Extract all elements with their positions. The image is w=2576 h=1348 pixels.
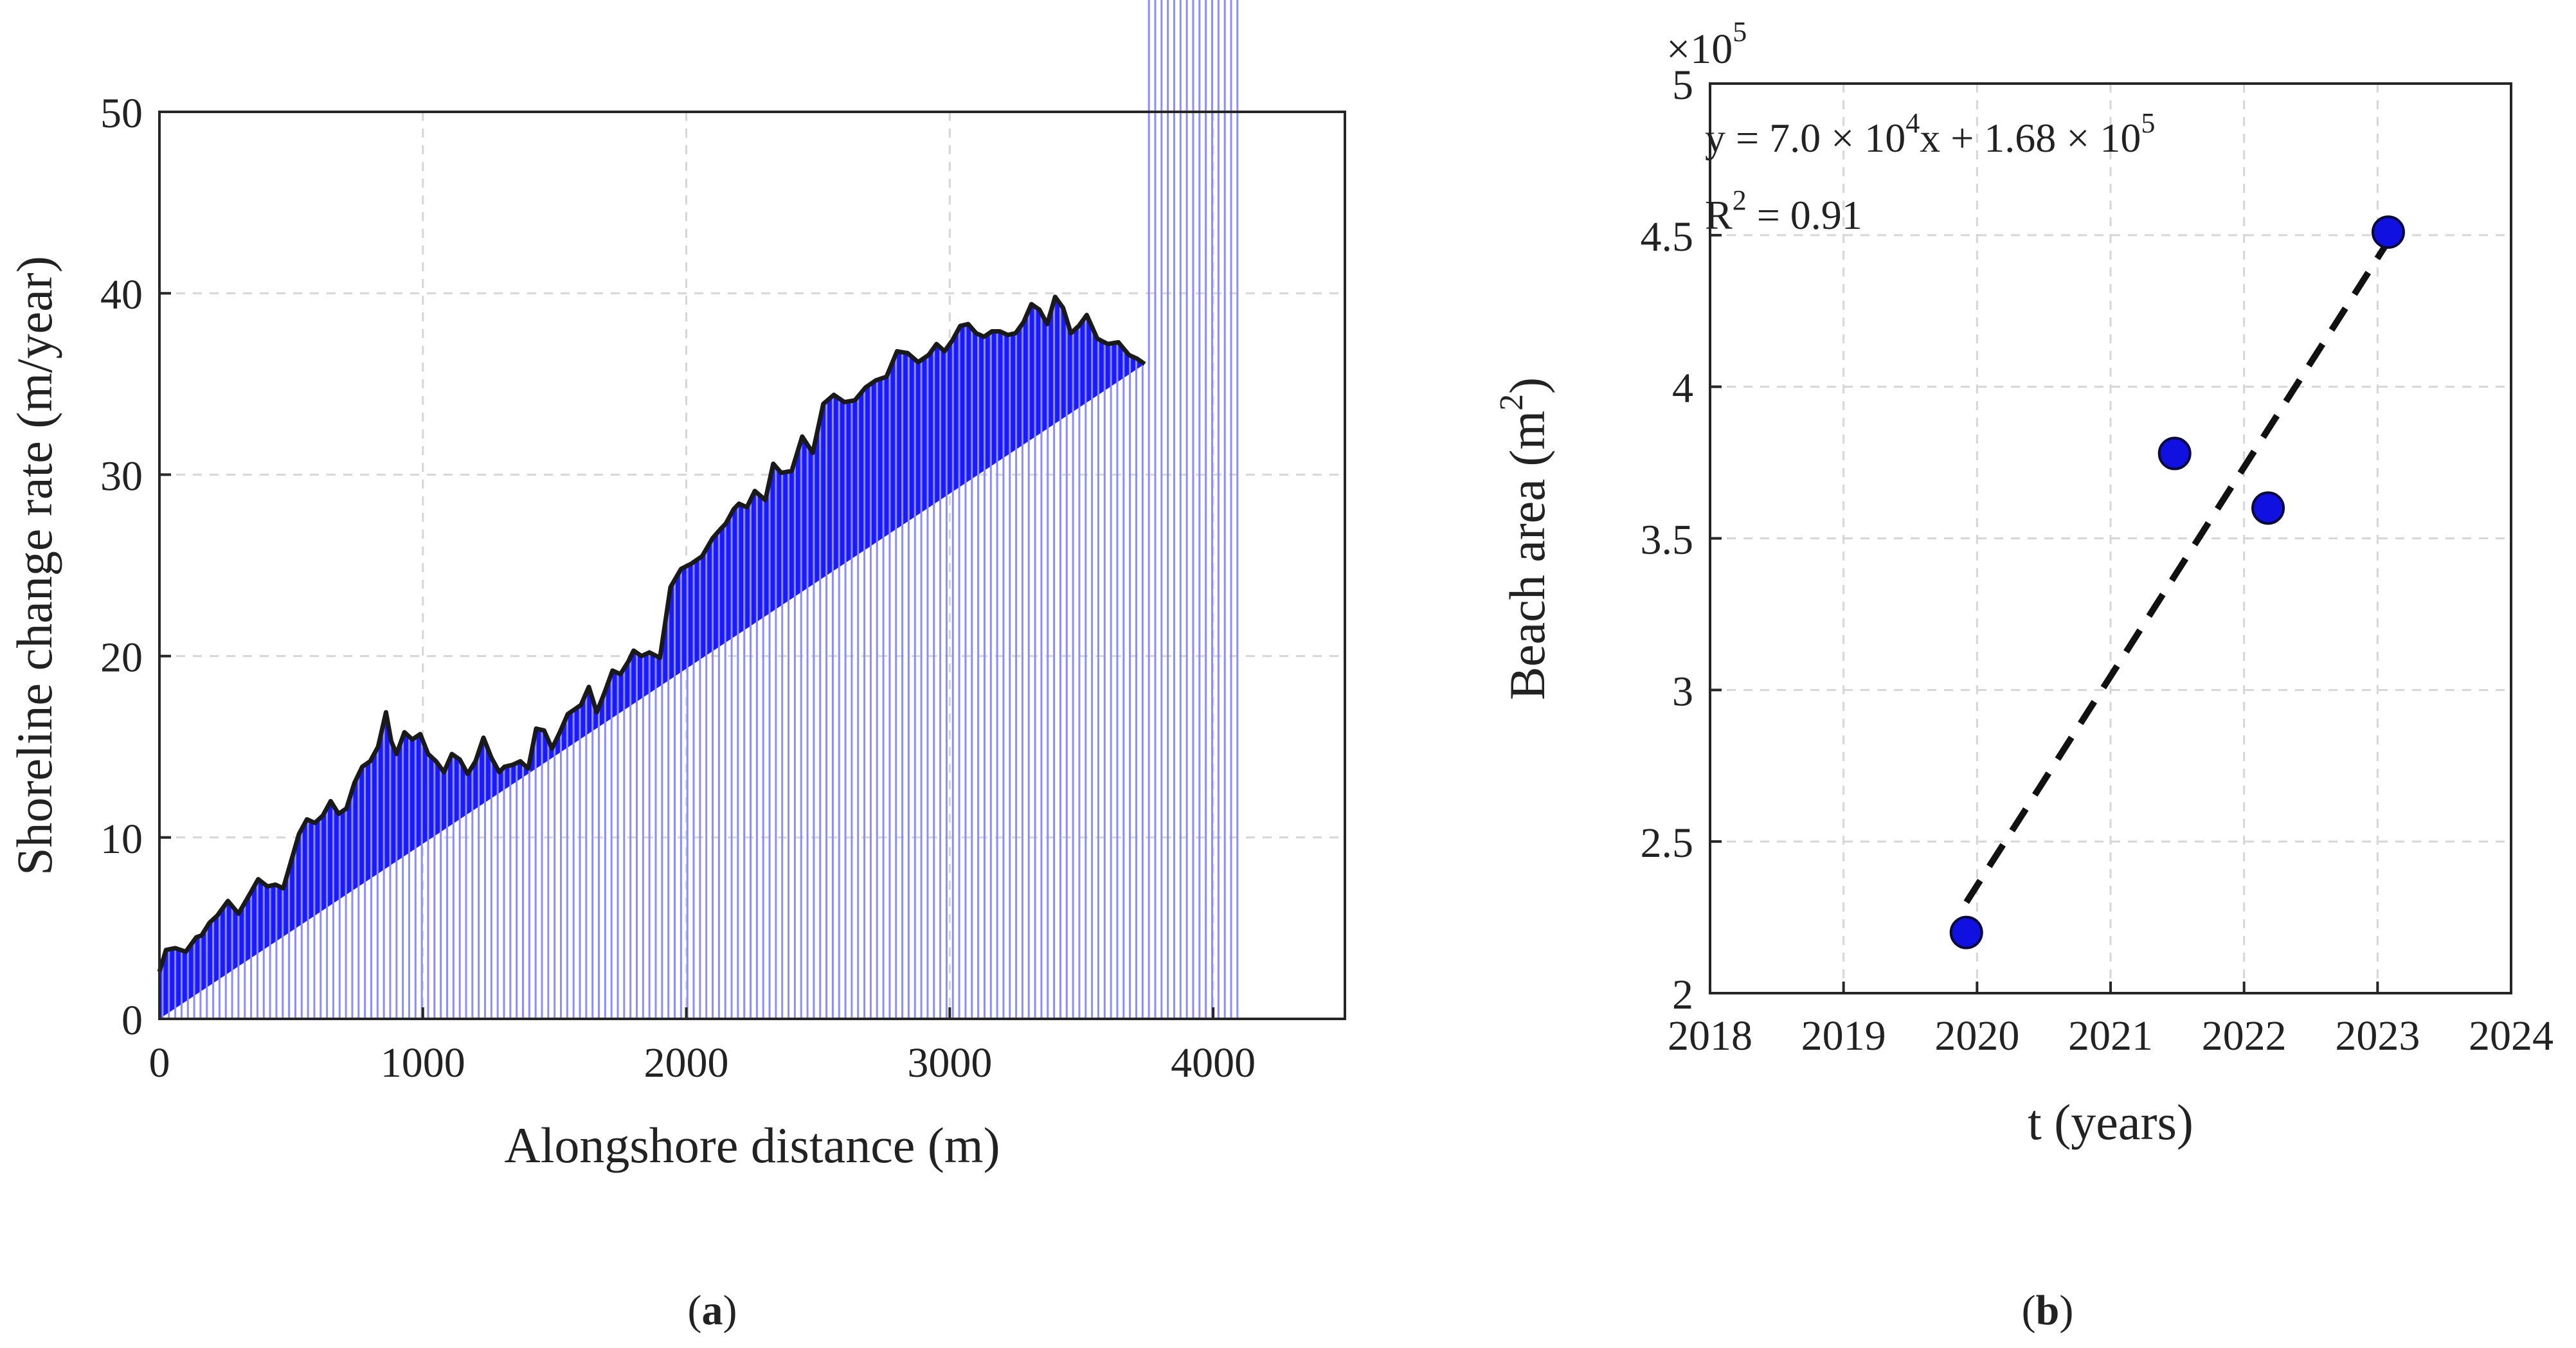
panel-b-ytick-label: 4 xyxy=(1672,365,1693,412)
panel-a-ylabel: Shoreline change rate (m/year) xyxy=(6,256,62,876)
panel-b-xtick-label: 2018 xyxy=(1668,1012,1752,1059)
panel-b-equation: y = 7.0 × 104x + 1.68 × 105 xyxy=(1705,107,2155,161)
panel-a-area-fill xyxy=(159,296,1145,1019)
panel-b-point xyxy=(2371,215,2405,249)
panel-a-ytick-label: 0 xyxy=(122,997,143,1044)
panel-b: 2018 2019 2020 2021 2022 2023 2024 2 2.5 3 3.5 4 4.5… xyxy=(1493,16,2553,1334)
panel-b-ylabel-sup: 2 xyxy=(1493,394,1530,411)
panel-b-xtick-label: 2024 xyxy=(2469,1012,2553,1059)
panel-b-point xyxy=(1949,915,1983,949)
panel-b-equation-part2: x + 1.68 × 10 xyxy=(1920,115,2141,161)
panel-a: 0 1000 2000 3000 4000 0 10 20 30 40 50 Alongshore … xyxy=(6,0,1346,1334)
panel-a-xtick-label: 1000 xyxy=(381,1039,465,1086)
panel-b-points xyxy=(1949,215,2405,949)
panel-b-caption-letter: b xyxy=(2036,1287,2060,1334)
panel-b-r2-sup: 2 xyxy=(1733,184,1747,216)
panel-a-area xyxy=(157,0,1239,1019)
panel-b-fit-line xyxy=(1963,239,2391,904)
panel-a-xtick-label: 3000 xyxy=(907,1039,992,1086)
panel-b-xtick-label: 2019 xyxy=(1801,1012,1886,1059)
panel-b-xlabel: t (years) xyxy=(2028,1094,2193,1150)
panel-b-exponent-prefix: ×10 xyxy=(1666,26,1733,73)
panel-b-equation-part1: y = 7.0 × 10 xyxy=(1705,115,1905,161)
panel-b-equation-sup2: 5 xyxy=(2141,107,2155,139)
panel-b-xtick-label: 2020 xyxy=(1934,1012,2019,1059)
panel-b-ytick-label: 3 xyxy=(1672,668,1693,715)
panel-b-xtick-label: 2021 xyxy=(2068,1012,2153,1059)
panel-b-xtick-label: 2023 xyxy=(2335,1012,2420,1059)
panel-a-xtick-label: 4000 xyxy=(1171,1039,1256,1086)
panel-a-ytick-label: 30 xyxy=(100,453,143,499)
panel-b-ytick-label: 3.5 xyxy=(1641,517,1694,564)
panel-b-r2-main: R xyxy=(1705,192,1733,238)
panel-a-caption-letter: a xyxy=(702,1287,723,1334)
panel-b-ylabel: Beach area (m2) xyxy=(1493,377,1555,700)
panel-a-outline xyxy=(157,294,1146,973)
panel-b-point xyxy=(2157,436,2192,471)
panel-a-ytick-label: 20 xyxy=(100,634,143,681)
panel-b-r2: R2 = 0.91 xyxy=(1705,184,1862,238)
panel-a-caption: (a) xyxy=(688,1287,737,1334)
panel-b-ytick-label: 2.5 xyxy=(1641,820,1694,867)
panel-b-ticks: 2018 2019 2020 2021 2022 2023 2024 2 2.5 3 3.5 4 4.5… xyxy=(1641,62,2554,1059)
panel-b-caption: (b) xyxy=(2022,1287,2074,1334)
panel-a-xlabel: Alongshore distance (m) xyxy=(504,1117,1000,1173)
panel-a-xtick-label: 0 xyxy=(149,1039,170,1086)
panel-b-ytick-label: 4.5 xyxy=(1641,213,1694,260)
panel-b-fit xyxy=(1963,239,2391,904)
panel-a-frame xyxy=(158,111,1346,1020)
panel-b-ylabel-main: Beach area (m xyxy=(1499,411,1555,700)
panel-b-equation-sup1: 4 xyxy=(1905,107,1920,139)
panel-b-exponent: ×105 xyxy=(1666,16,1747,73)
panel-a-ticks: 0 1000 2000 3000 4000 0 10 20 30 40 50 xyxy=(100,90,1256,1086)
panel-b-r2-rest: = 0.91 xyxy=(1747,192,1862,238)
panel-a-ytick-label: 40 xyxy=(100,271,143,318)
panel-a-xtick-label: 2000 xyxy=(644,1039,729,1086)
panel-b-ytick-label: 2 xyxy=(1672,971,1693,1018)
panel-b-exponent-power: 5 xyxy=(1733,16,1747,48)
panel-a-bars xyxy=(161,0,1239,1019)
panel-b-ylabel-close: ) xyxy=(1499,377,1555,394)
panel-a-ytick-label: 10 xyxy=(100,816,143,863)
panel-b-point xyxy=(2251,491,2285,525)
panel-b-xtick-label: 2022 xyxy=(2202,1012,2287,1059)
panel-a-ytick-label: 50 xyxy=(100,90,143,137)
panel-b-ytick-label: 5 xyxy=(1672,62,1693,109)
